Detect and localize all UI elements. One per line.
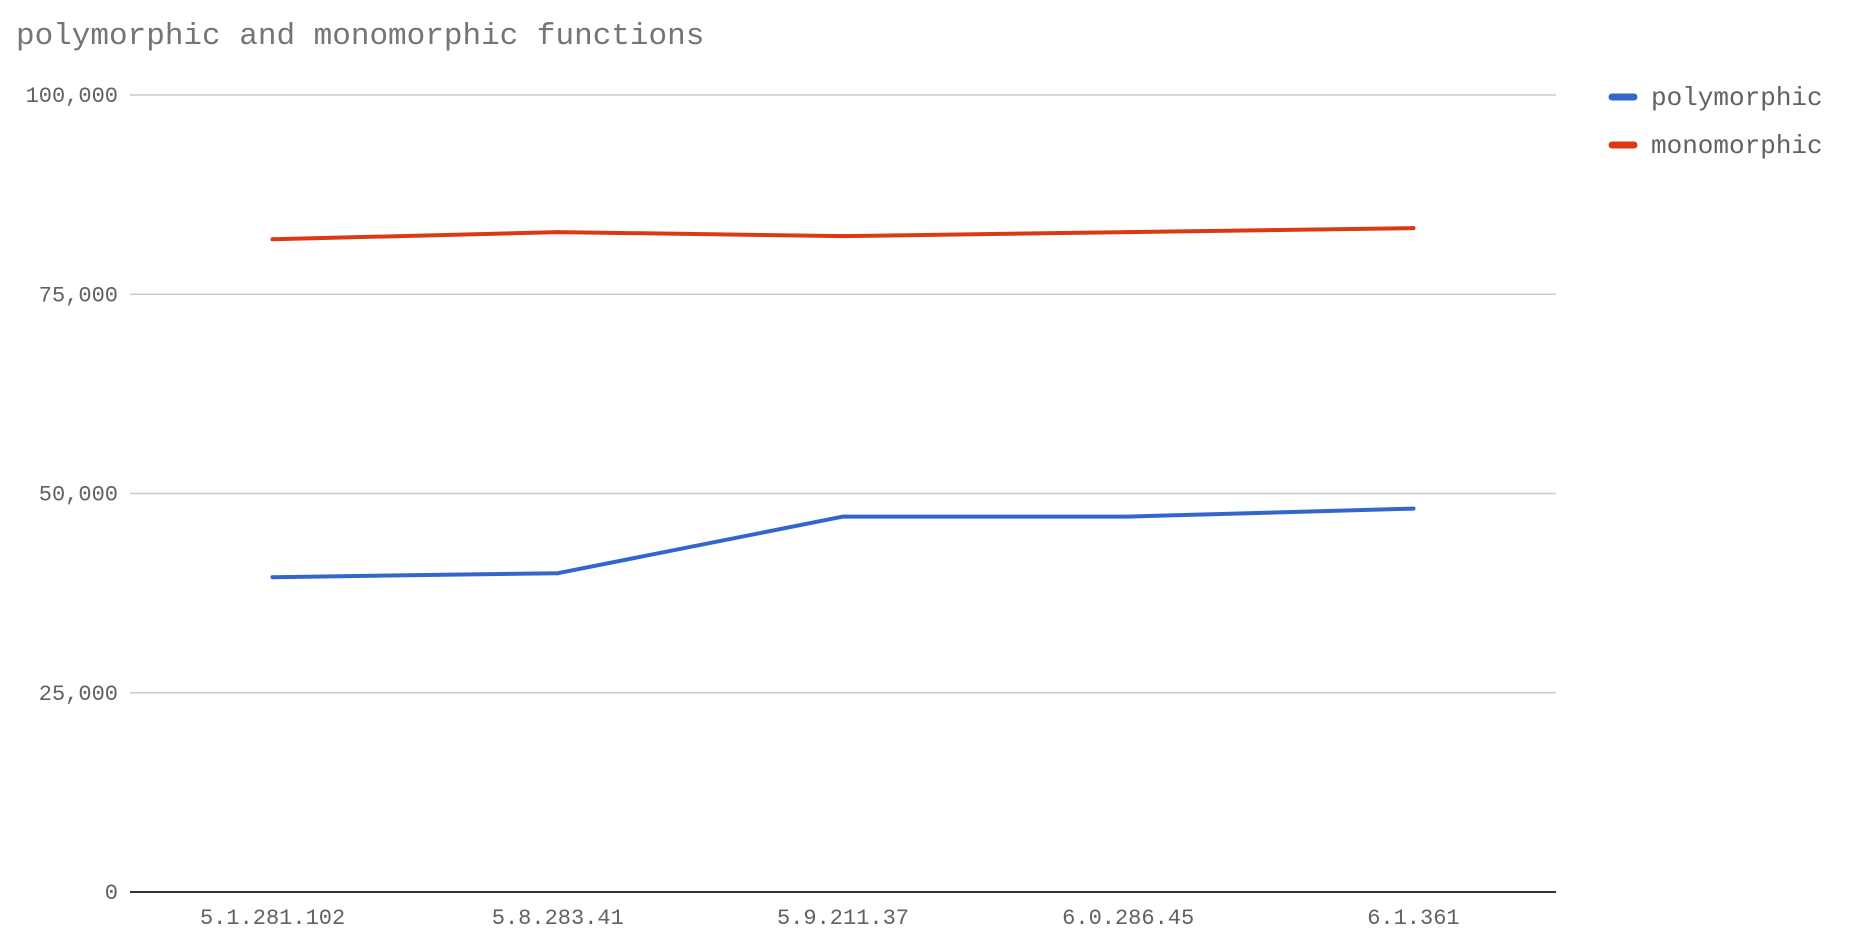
- y-tick-label: 100,000: [26, 84, 118, 109]
- legend-label-monomorphic: monomorphic: [1651, 131, 1823, 161]
- x-tick-label: 6.1.361: [1367, 906, 1459, 931]
- series-line-polymorphic: [270, 506, 1416, 580]
- y-tick-label: 0: [105, 881, 118, 906]
- y-tick-label: 25,000: [39, 682, 118, 707]
- x-tick-label: 6.0.286.45: [1062, 906, 1194, 931]
- y-tick-label: 75,000: [39, 283, 118, 308]
- y-tick-label: 50,000: [39, 483, 118, 508]
- series-lines: [270, 226, 1416, 580]
- chart-title: polymorphic and monomorphic functions: [16, 19, 704, 54]
- data-point-polymorphic: [1411, 506, 1416, 511]
- data-point-polymorphic: [841, 514, 845, 519]
- legend-label-polymorphic: polymorphic: [1651, 83, 1823, 113]
- legend: polymorphic monomorphic: [1608, 83, 1823, 161]
- x-tick-label: 5.9.211.37: [777, 906, 909, 931]
- data-point-polymorphic: [555, 571, 560, 576]
- y-axis-tick-labels: 0 25,000 50,000 75,000 100,000: [26, 84, 118, 906]
- data-point-monomorphic: [841, 234, 845, 239]
- data-point-monomorphic: [1411, 226, 1416, 231]
- data-point-monomorphic: [1126, 230, 1131, 235]
- x-axis-tick-labels: 5.1.281.102 5.8.283.41 5.9.211.37 6.0.286.4…: [200, 906, 1460, 931]
- data-point-polymorphic: [1126, 514, 1131, 519]
- data-point-polymorphic: [270, 575, 275, 580]
- gridlines: [130, 94, 1556, 893]
- x-tick-label: 5.8.283.41: [492, 906, 624, 931]
- x-tick-label: 5.1.281.102: [200, 906, 345, 931]
- data-point-monomorphic: [555, 230, 560, 235]
- data-point-monomorphic: [270, 237, 275, 242]
